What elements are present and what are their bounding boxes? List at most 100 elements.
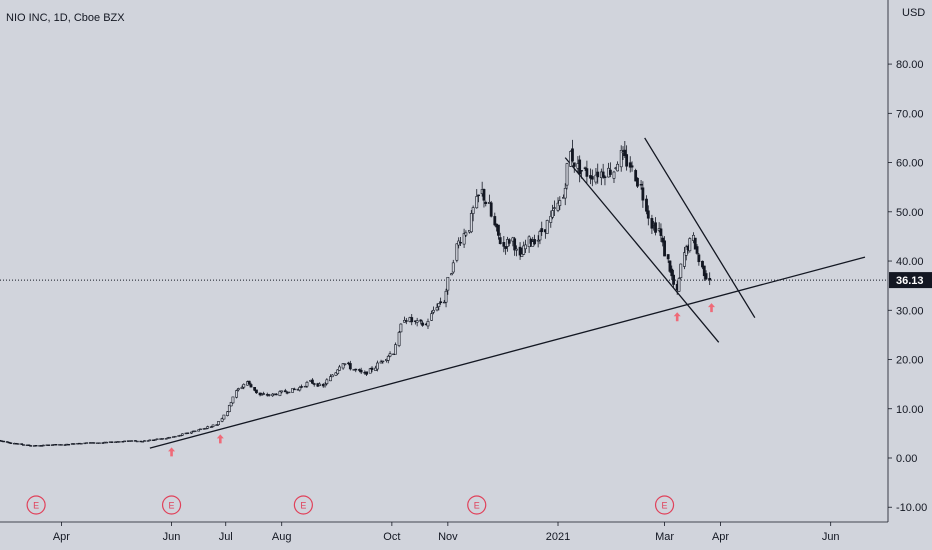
candle-body xyxy=(206,426,210,429)
candle-body xyxy=(697,254,701,263)
candle-body xyxy=(504,246,508,249)
candle-body xyxy=(365,371,368,375)
candle-body xyxy=(497,224,500,236)
earnings-marker-label: E xyxy=(474,501,480,511)
candle-body xyxy=(67,443,71,446)
candle-body xyxy=(199,428,202,431)
candle-body xyxy=(439,301,443,304)
candle-body xyxy=(708,277,712,281)
x-tick-label: Nov xyxy=(438,531,458,543)
candle-body xyxy=(258,392,262,396)
x-tick-label: Apr xyxy=(53,531,70,543)
candle-body xyxy=(211,424,215,427)
candle-body xyxy=(625,154,629,167)
candle-body xyxy=(334,372,338,376)
candle-body xyxy=(9,442,13,444)
candle-body xyxy=(410,317,414,323)
candle-body xyxy=(451,262,455,273)
candle-body xyxy=(419,319,423,322)
candle-body xyxy=(253,387,257,391)
candle-body xyxy=(222,414,226,420)
y-tick-label: 40.00 xyxy=(896,256,924,268)
candle-body xyxy=(426,321,430,327)
candle-body xyxy=(303,385,307,388)
candle-body xyxy=(432,309,435,313)
y-tick-label: 20.00 xyxy=(896,355,924,367)
candle-body xyxy=(79,443,83,445)
candle-body xyxy=(415,320,419,323)
candle-body xyxy=(325,379,329,384)
candle-body xyxy=(646,210,650,219)
candle-body xyxy=(462,233,466,245)
earnings-marker-circle xyxy=(293,495,313,515)
candle-body xyxy=(235,390,238,398)
trendlines xyxy=(0,137,888,449)
x-tick-label: Oct xyxy=(383,531,400,543)
channel-upper-line xyxy=(644,137,756,319)
candle-body xyxy=(455,243,459,261)
candle-body xyxy=(442,301,446,304)
candle-body xyxy=(283,390,287,393)
candle-body xyxy=(298,387,302,391)
candle-body xyxy=(623,149,627,156)
candle-body xyxy=(695,246,699,254)
y-tick-label: 0.00 xyxy=(896,453,917,465)
candle-body xyxy=(464,232,468,236)
candle-body xyxy=(381,360,385,363)
candle-body xyxy=(585,168,589,177)
y-tick-label: 70.00 xyxy=(896,108,924,120)
x-tick-label: Jun xyxy=(822,531,840,543)
earnings-marker: E xyxy=(26,495,46,515)
candle-body xyxy=(549,215,553,223)
x-tick-label: Jun xyxy=(163,531,181,543)
candle-body xyxy=(179,434,182,437)
candle-body xyxy=(85,442,89,444)
candle-body xyxy=(672,274,675,285)
candle-body xyxy=(594,174,598,183)
candle-body xyxy=(164,438,168,440)
candle-body xyxy=(148,439,152,442)
candle-body xyxy=(399,323,403,333)
candle-body xyxy=(217,421,220,425)
candle-body xyxy=(596,171,600,178)
candle-body xyxy=(323,384,327,387)
candle-body xyxy=(545,220,549,234)
candle-body xyxy=(336,369,340,374)
candle-body xyxy=(518,246,522,256)
candle-body xyxy=(47,444,51,446)
candle-body xyxy=(236,388,240,391)
candle-body xyxy=(97,442,101,444)
candle-body xyxy=(330,374,334,378)
candle-body xyxy=(601,171,605,177)
earnings-marker-circle xyxy=(161,495,182,515)
chart-title: NIO INC, 1D, Cboe BZX xyxy=(6,12,125,24)
candle-body xyxy=(704,273,708,280)
candle-body xyxy=(255,389,258,394)
candle-body xyxy=(679,263,683,278)
channel-lower-line xyxy=(564,157,720,343)
candle-body xyxy=(507,239,511,244)
candle-body xyxy=(612,171,616,179)
candle-body xyxy=(155,438,159,440)
candle-body xyxy=(580,170,583,172)
candle-body xyxy=(661,237,665,243)
candle-body xyxy=(590,176,594,180)
candle-body xyxy=(630,165,634,168)
candle-body xyxy=(247,380,251,384)
candle-body xyxy=(229,401,233,407)
earnings-marker-label: E xyxy=(662,501,668,511)
candle-body xyxy=(190,431,193,434)
candle-body xyxy=(54,444,58,446)
earnings-marker: E xyxy=(161,495,182,515)
candle-body xyxy=(520,253,524,257)
candle-body xyxy=(558,200,562,206)
candle-body xyxy=(29,445,33,447)
earnings-marker-circle xyxy=(654,495,675,515)
candle-body xyxy=(634,170,638,182)
candle-body xyxy=(338,366,341,371)
candle-body xyxy=(437,303,441,307)
candle-body xyxy=(117,441,121,443)
